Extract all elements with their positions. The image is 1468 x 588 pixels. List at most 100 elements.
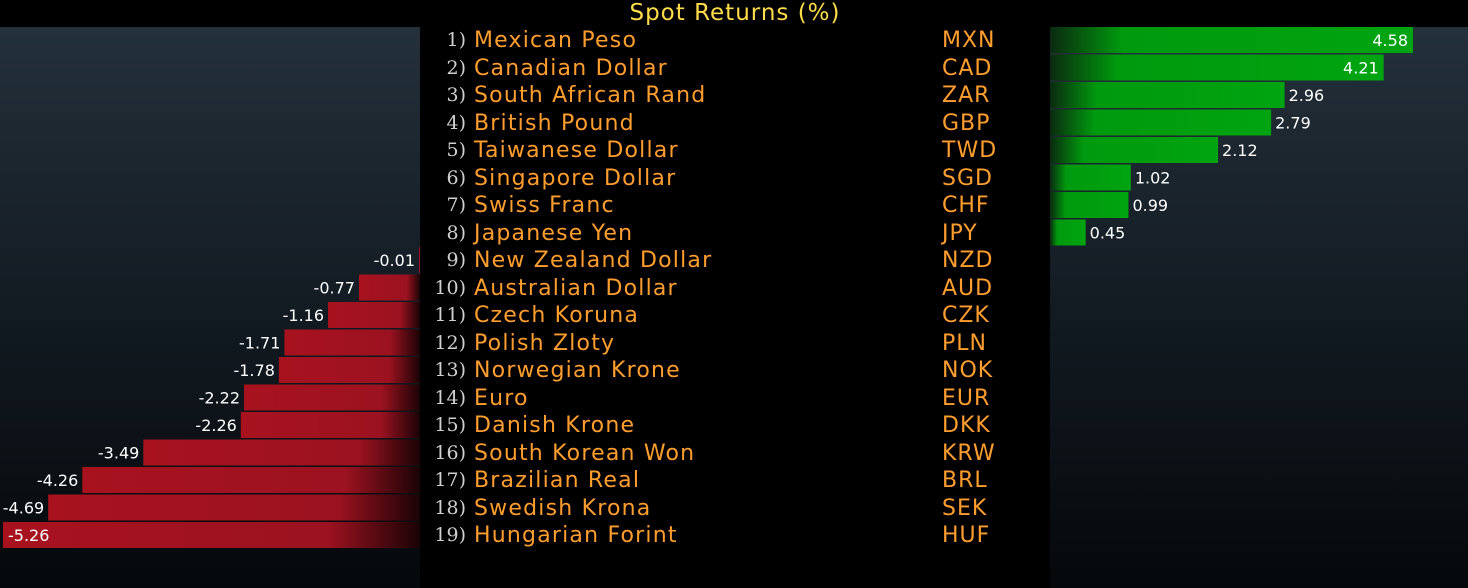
positive-bar [1050,82,1285,108]
currency-row: 16) South Korean Won KRW [420,440,1050,467]
rank-label: 6) [446,166,466,189]
currency-code: NOK [942,358,994,383]
currency-name: Singapore Dollar [474,165,677,191]
rank-label: 11) [434,304,466,326]
currency-row: 14) Euro EUR [420,385,1050,412]
negative-bar [278,357,420,383]
negative-bar [358,274,420,301]
negative-bar [328,302,420,328]
currency-name: South Korean Won [474,440,696,466]
currency-name: Swiss Franc [474,193,615,218]
negative-bar [143,439,420,466]
currency-code: HUF [942,523,991,548]
rank-label: 13) [434,359,466,381]
value-label: 1.02 [1135,169,1171,188]
currency-row: 18) Swedish Krona SEK [420,495,1050,522]
positive-bar [1050,109,1272,136]
chart-title: Spot Returns (%) [629,0,841,26]
currency-name: Danish Krone [474,413,636,438]
positive-bar [1050,192,1129,218]
currency-row: 3) South African Rand ZAR [420,82,1050,109]
currency-code: GBP [942,110,991,136]
currency-row: 9) New Zealand Dollar NZD [420,247,1050,274]
currency-row: 11) Czech Koruna CZK [420,302,1050,329]
currency-code: SGD [942,165,993,191]
currency-code: MXN [942,28,996,53]
currency-name: New Zealand Dollar [474,248,713,273]
rank-label: 15) [434,414,466,436]
rank-label: 19) [434,524,466,546]
currency-row: 12) Polish Zloty PLN [420,330,1050,357]
value-label: -2.22 [199,389,240,408]
currency-code: ZAR [942,83,991,108]
currency-row: 19) Hungarian Forint HUF [420,522,1050,549]
currency-name: Australian Dollar [474,275,678,301]
value-label: 4.58 [1372,31,1408,50]
currency-code: NZD [942,248,994,273]
value-label: 2.79 [1275,114,1311,133]
value-label: 2.96 [1289,86,1325,105]
currency-name: Hungarian Forint [474,523,678,548]
currency-row: 4) British Pound GBP [420,110,1050,137]
currency-row: 2) Canadian Dollar CAD [420,55,1050,82]
rank-label: 4) [446,111,466,134]
positive-bar [1050,137,1219,163]
value-label: -5.26 [8,526,49,545]
value-label: -0.77 [314,279,355,298]
rank-label: 1) [446,29,466,51]
currency-code: AUD [942,275,994,301]
currency-row: 5) Taiwanese Dollar TWD [420,137,1050,164]
rank-label: 3) [446,84,466,106]
rank-label: 12) [434,331,466,354]
value-label: -3.49 [98,444,139,463]
value-label: 0.99 [1132,196,1168,215]
value-label: 0.45 [1090,224,1126,243]
negative-bar [240,412,420,438]
currency-name: Mexican Peso [474,28,638,53]
positive-bar [1050,27,1413,53]
currency-row: 6) Singapore Dollar SGD [420,165,1050,192]
positive-bar [1050,164,1131,191]
currency-code: CHF [942,193,990,218]
currency-row: 10) Australian Dollar AUD [420,275,1050,302]
value-label: 4.21 [1343,59,1379,78]
value-label: -0.01 [374,251,415,270]
currency-name: Brazilian Real [474,468,641,493]
rank-label: 7) [446,194,466,216]
currency-code: KRW [942,440,996,466]
currency-name: British Pound [474,110,635,136]
value-label: -4.26 [37,471,78,490]
rank-label: 18) [434,496,466,519]
value-label: -4.69 [3,499,44,518]
currency-code: BRL [942,468,988,493]
currency-name: Euro [474,385,529,411]
currency-name: Canadian Dollar [474,55,668,81]
currency-name: Polish Zloty [474,330,616,356]
currency-code: TWD [942,138,998,163]
rank-label: 9) [446,249,466,271]
currency-code: PLN [942,330,987,356]
rank-label: 14) [434,386,466,409]
currency-code: CZK [942,303,990,328]
currency-name: Japanese Yen [474,220,634,246]
currency-row: 7) Swiss Franc CHF [420,192,1050,219]
currency-code: EUR [942,385,991,411]
currency-code: JPY [942,220,978,246]
currency-row: 13) Norwegian Krone NOK [420,357,1050,384]
currency-name: Taiwanese Dollar [474,138,679,163]
negative-bar [48,494,421,521]
value-label: -2.26 [195,416,236,435]
positive-bar [1050,54,1384,81]
currency-name: Swedish Krona [474,495,652,521]
currency-row: 15) Danish Krone DKK [420,412,1050,439]
currency-row: 1) Mexican Peso MXN [420,27,1050,54]
rank-label: 5) [446,139,466,161]
currency-code: SEK [942,495,988,521]
currency-name: Czech Koruna [474,303,640,328]
negative-bar [3,522,420,548]
currency-row: 17) Brazilian Real BRL [420,467,1050,494]
positive-bar [1050,219,1086,246]
negative-bar [284,329,420,356]
